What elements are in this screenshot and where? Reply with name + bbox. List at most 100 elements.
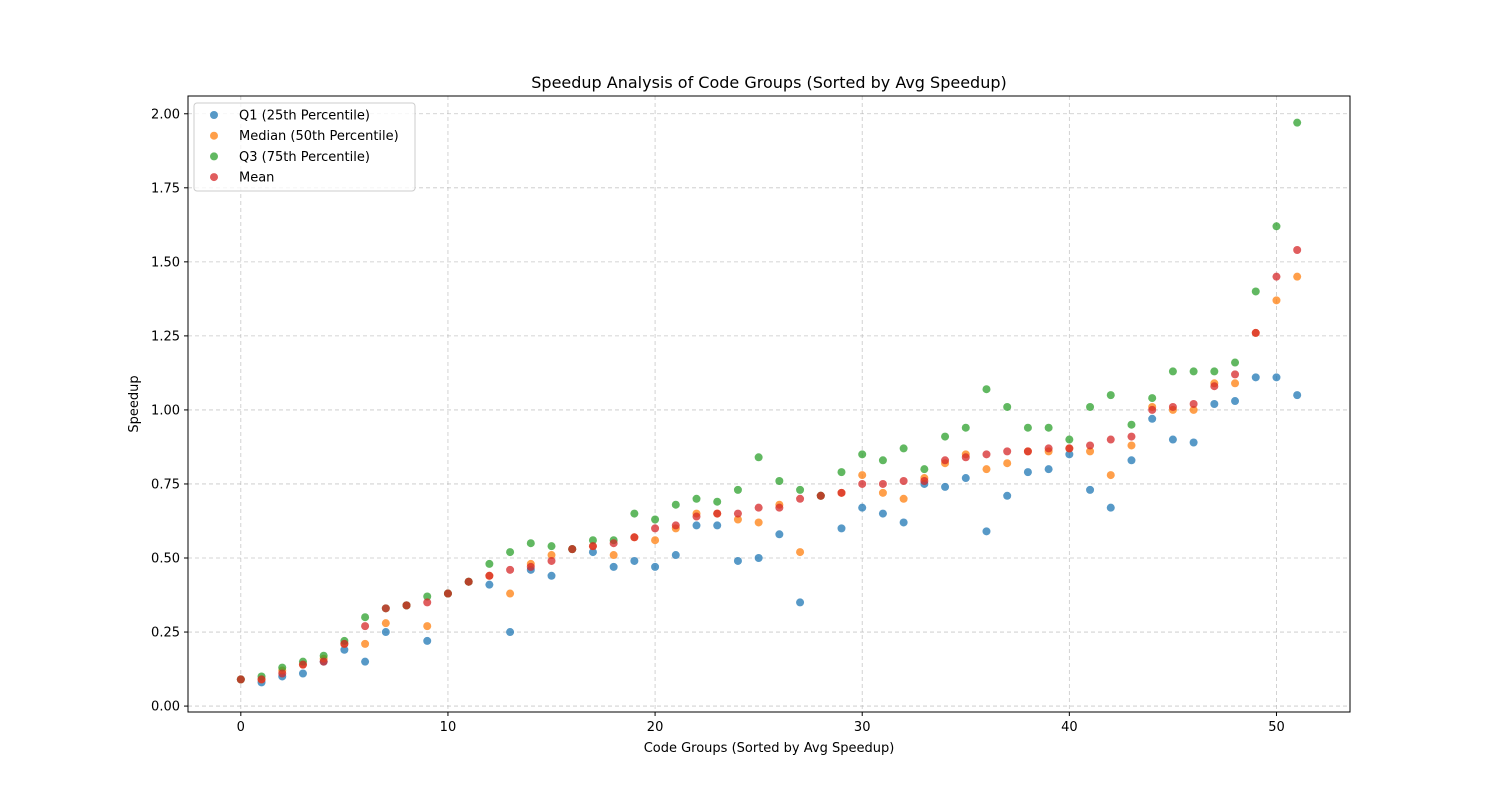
data-point bbox=[1086, 441, 1095, 450]
x-axis-label: Code Groups (Sorted by Avg Speedup) bbox=[644, 741, 895, 756]
data-point bbox=[278, 669, 287, 678]
data-point bbox=[630, 533, 639, 542]
data-point bbox=[506, 565, 515, 574]
data-point bbox=[361, 657, 370, 666]
data-point bbox=[961, 453, 970, 462]
series-4-points bbox=[236, 246, 1302, 684]
legend-label: Q3 (75th Percentile) bbox=[239, 150, 370, 165]
data-point bbox=[754, 554, 763, 562]
data-point bbox=[1231, 358, 1240, 367]
data-point bbox=[1272, 373, 1281, 382]
y-tick-label: 1.50 bbox=[151, 255, 180, 270]
data-point bbox=[1003, 402, 1012, 411]
data-point bbox=[858, 503, 867, 512]
data-point bbox=[1210, 367, 1219, 376]
data-point bbox=[588, 542, 597, 551]
data-point bbox=[982, 385, 991, 394]
data-point bbox=[961, 423, 970, 432]
data-point bbox=[692, 512, 701, 521]
y-tick-label: 2.00 bbox=[151, 107, 180, 122]
data-point bbox=[837, 524, 846, 533]
data-point bbox=[775, 477, 784, 485]
legend: Q1 (25th Percentile) Median (50th Percent… bbox=[193, 102, 416, 192]
data-point bbox=[671, 551, 680, 560]
data-points bbox=[236, 118, 1302, 687]
data-point bbox=[1003, 491, 1012, 500]
data-point bbox=[298, 660, 307, 669]
data-point bbox=[319, 657, 328, 666]
data-point bbox=[692, 494, 701, 503]
data-point bbox=[506, 628, 515, 637]
data-point bbox=[361, 613, 370, 622]
data-point bbox=[1251, 328, 1260, 337]
data-point bbox=[1251, 287, 1260, 296]
x-tick-label: 20 bbox=[647, 720, 664, 735]
y-axis-ticks: 0.00 0.25 0.50 0.75 1.00 1.25 1.50 1.75 2.00 bbox=[151, 107, 188, 715]
y-tick-label: 0.75 bbox=[151, 477, 180, 492]
y-tick-label: 1.75 bbox=[151, 181, 180, 196]
data-point bbox=[1044, 465, 1053, 474]
data-point bbox=[837, 468, 846, 477]
data-point bbox=[651, 536, 660, 545]
data-point bbox=[319, 651, 328, 660]
data-point bbox=[1189, 367, 1198, 376]
legend-marker bbox=[210, 152, 218, 161]
legend-marker bbox=[210, 173, 218, 182]
data-point bbox=[1293, 391, 1302, 400]
data-point bbox=[1251, 373, 1260, 382]
data-point bbox=[1086, 447, 1095, 456]
data-point bbox=[526, 562, 535, 571]
legend-marker bbox=[210, 131, 218, 140]
data-point bbox=[878, 479, 887, 488]
data-point bbox=[796, 494, 805, 503]
data-point bbox=[1189, 405, 1198, 414]
data-point bbox=[1210, 400, 1219, 408]
data-point bbox=[837, 488, 846, 497]
data-point bbox=[423, 622, 432, 631]
data-point bbox=[381, 628, 390, 637]
data-point bbox=[423, 598, 432, 607]
data-point bbox=[485, 580, 494, 589]
data-point bbox=[899, 477, 908, 485]
data-point bbox=[961, 474, 970, 483]
series-2-points bbox=[236, 272, 1302, 684]
data-point bbox=[941, 432, 950, 441]
data-point bbox=[1148, 405, 1157, 414]
data-point bbox=[298, 669, 307, 678]
data-point bbox=[796, 598, 805, 607]
data-point bbox=[1231, 379, 1240, 388]
data-point bbox=[878, 509, 887, 518]
data-point bbox=[1086, 402, 1095, 411]
data-point bbox=[899, 518, 908, 527]
data-point bbox=[278, 663, 287, 672]
data-point bbox=[609, 551, 618, 560]
grid-lines bbox=[188, 96, 1350, 712]
data-point bbox=[506, 589, 515, 598]
data-point bbox=[733, 515, 742, 524]
data-point bbox=[1106, 471, 1115, 480]
data-point bbox=[651, 515, 660, 524]
data-point bbox=[361, 622, 370, 631]
legend-label: Median (50th Percentile) bbox=[239, 129, 399, 144]
data-point bbox=[1023, 423, 1032, 432]
data-point bbox=[899, 494, 908, 503]
y-tick-label: 0.50 bbox=[151, 552, 180, 567]
legend-label: Q1 (25th Percentile) bbox=[239, 109, 370, 124]
data-point bbox=[878, 456, 887, 465]
data-point bbox=[340, 645, 349, 654]
data-point bbox=[1065, 444, 1074, 453]
y-tick-label: 1.00 bbox=[151, 403, 180, 418]
legend-box bbox=[193, 102, 416, 192]
y-axis-label: Speedup bbox=[127, 375, 142, 432]
data-point bbox=[796, 485, 805, 494]
data-point bbox=[816, 491, 825, 500]
data-point bbox=[1127, 420, 1136, 429]
data-point bbox=[692, 521, 701, 530]
data-point bbox=[878, 488, 887, 497]
data-point bbox=[1148, 394, 1157, 403]
data-point bbox=[609, 539, 618, 548]
data-point bbox=[1003, 447, 1012, 456]
data-point bbox=[402, 601, 411, 610]
data-point bbox=[257, 675, 266, 684]
